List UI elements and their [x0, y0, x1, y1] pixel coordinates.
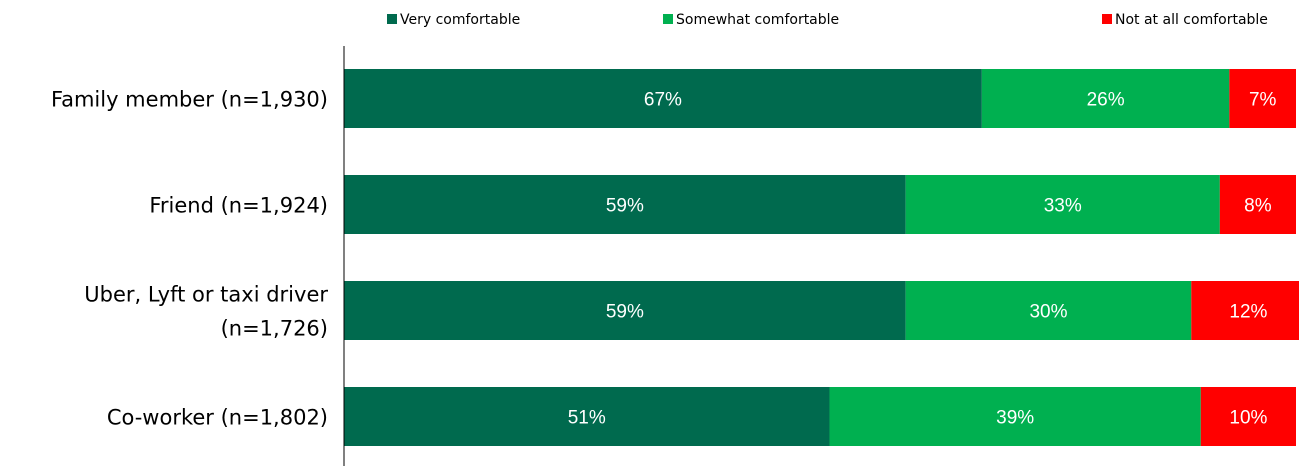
data-label: 26% [1087, 90, 1125, 111]
legend-swatch-not-at-all-comfortable [1102, 14, 1112, 24]
bar-segment-somewhat-comfortable [905, 175, 1220, 234]
category-label: Co-worker (n=1,802) [107, 406, 328, 430]
data-label: 30% [1029, 302, 1067, 323]
legend-swatch-somewhat-comfortable [663, 14, 673, 24]
bar-segment-not-at-all-comfortable [1219, 175, 1296, 234]
bar-segment-very-comfortable [344, 69, 982, 128]
bar-segment-very-comfortable [344, 281, 906, 340]
bar-segment-not-at-all-comfortable [1200, 387, 1296, 446]
data-label: 10% [1229, 408, 1267, 429]
legend: Very comfortable Somewhat comfortable Not … [387, 12, 1268, 28]
data-label: 7% [1249, 90, 1277, 111]
bar-segment-very-comfortable [344, 175, 906, 234]
data-label: 8% [1244, 196, 1272, 217]
bar-segment-somewhat-comfortable [981, 69, 1230, 128]
data-label: 39% [996, 408, 1034, 429]
category-label: Friend (n=1,924) [149, 194, 328, 218]
legend-swatch-very-comfortable [387, 14, 397, 24]
data-label: 33% [1044, 196, 1082, 217]
bar-segment-not-at-all-comfortable [1191, 281, 1299, 340]
bar-segment-very-comfortable [344, 387, 830, 446]
category-label: Uber, Lyft or taxi driver [84, 283, 328, 307]
category-labels: Family member (n=1,930) Friend (n=1,924) U… [51, 88, 328, 430]
category-label: (n=1,726) [221, 317, 328, 341]
bar-segment-not-at-all-comfortable [1229, 69, 1296, 128]
category-label: Family member (n=1,930) [51, 88, 328, 112]
legend-label-not-at-all-comfortable: Not at all comfortable [1115, 12, 1268, 28]
data-label: 59% [606, 196, 644, 217]
data-label: 67% [644, 90, 682, 111]
bar-segment-somewhat-comfortable [905, 281, 1192, 340]
bars: 67% 26% 7% 59% 33% 8% 59% 30% 12% 51% 39% 10% [344, 69, 1299, 446]
bar-segment-somewhat-comfortable [829, 387, 1201, 446]
legend-label-very-comfortable: Very comfortable [400, 12, 520, 28]
data-label: 51% [568, 408, 606, 429]
data-label: 59% [606, 302, 644, 323]
legend-label-somewhat-comfortable: Somewhat comfortable [676, 12, 839, 28]
data-label: 12% [1229, 302, 1267, 323]
